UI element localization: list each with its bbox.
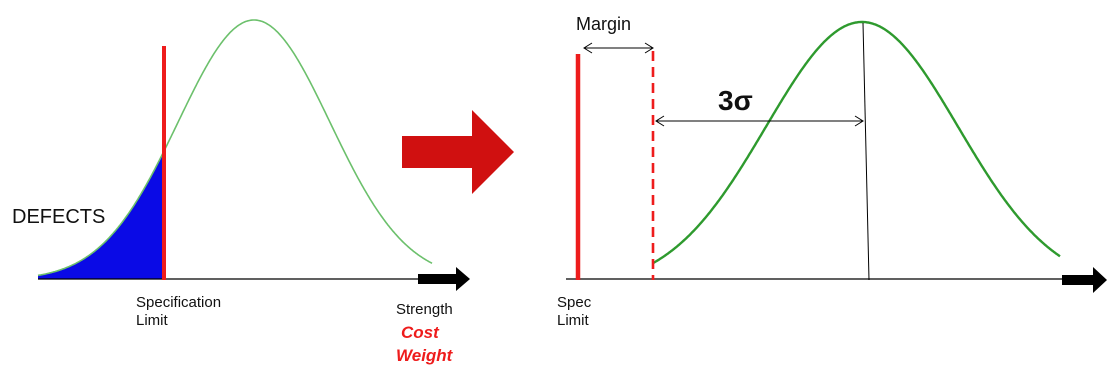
mean-line	[862, 22, 870, 281]
cost-label: Cost	[401, 323, 440, 342]
defects-area	[38, 151, 164, 279]
strength-label: Strength	[396, 301, 453, 318]
spec-limit-sub-label: Limit	[557, 312, 590, 329]
sigma-label: 3σ	[718, 85, 753, 116]
margin-label: Margin	[576, 14, 631, 34]
left-axis-arrow-icon	[418, 267, 470, 291]
defects-label: DEFECTS	[12, 206, 105, 228]
specification-label: Specification	[136, 294, 221, 311]
transition-arrow-icon	[402, 110, 514, 194]
left-distribution-curve	[37, 19, 433, 277]
margin-arrow-icon	[583, 42, 654, 54]
right-distribution-curve	[652, 20, 1061, 265]
weight-label: Weight	[396, 346, 454, 365]
limit-label: Limit	[136, 312, 169, 329]
sigma-arrow-icon	[655, 115, 864, 127]
right-panel: Margin 3σ Spec Limit	[557, 14, 1107, 329]
left-panel: DEFECTS Specification Limit Strength Cos…	[12, 19, 470, 365]
spec-label: Spec	[557, 294, 592, 311]
right-axis-arrow-icon	[1062, 267, 1107, 293]
